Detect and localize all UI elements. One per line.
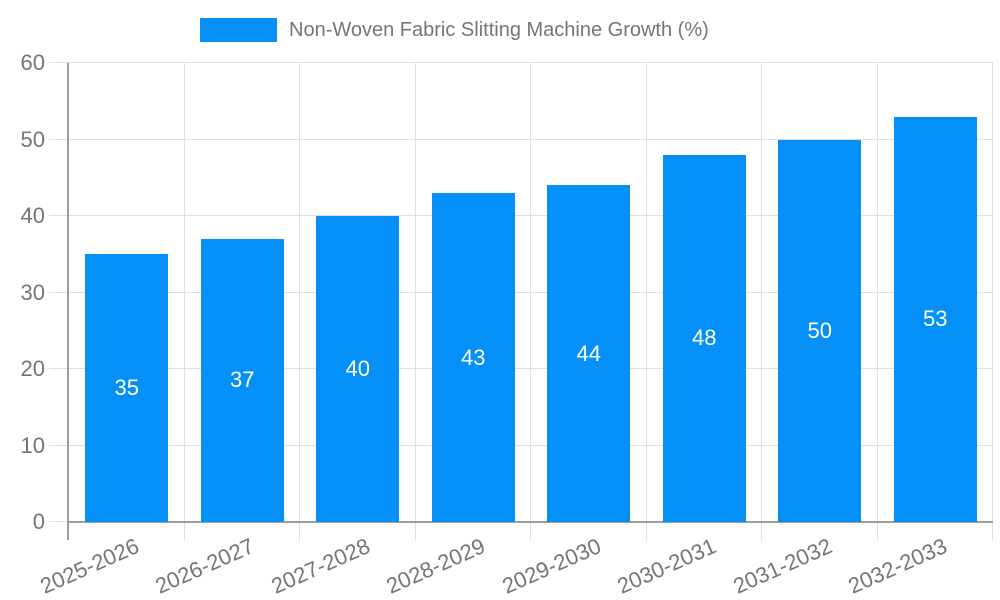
gridline-vertical (299, 63, 300, 522)
bar-2029-2030[interactable]: 44 (547, 185, 631, 522)
bar-value-label: 44 (576, 340, 601, 366)
bar-2025-2026[interactable]: 35 (85, 254, 169, 522)
y-tick-mark (49, 368, 69, 369)
y-axis-tick-label: 40 (20, 203, 45, 228)
y-axis-line (67, 63, 69, 540)
y-tick-mark (49, 444, 69, 446)
legend[interactable]: Non-Woven Fabric Slitting Machine Growth… (200, 18, 709, 42)
x-axis-line (69, 521, 993, 523)
gridline-horizontal (69, 444, 993, 446)
legend-label: Non-Woven Fabric Slitting Machine Growth… (289, 18, 709, 41)
gridline-horizontal (69, 368, 993, 369)
bar-value-label: 35 (114, 375, 139, 401)
gridline-vertical (183, 63, 185, 522)
x-tick-mark (299, 523, 300, 541)
x-tick-mark (761, 523, 762, 541)
x-tick-mark (414, 523, 416, 541)
y-axis-tick-label: 10 (20, 432, 45, 458)
x-tick-mark (992, 523, 993, 541)
bar-2031-2032[interactable]: 50 (778, 139, 862, 522)
x-tick-mark (530, 523, 531, 541)
gridline-horizontal (69, 62, 993, 63)
gridline-vertical (414, 63, 416, 522)
bar-value-label: 43 (461, 344, 486, 370)
x-tick-mark (876, 523, 878, 541)
y-tick-mark (49, 521, 69, 522)
y-axis-tick-label: 60 (20, 50, 45, 75)
bar-value-label: 48 (692, 325, 717, 351)
bar-value-label: 50 (807, 317, 832, 343)
bar-value-label: 40 (345, 356, 370, 381)
gridline-vertical (992, 63, 993, 522)
bar-value-label: 37 (230, 367, 255, 393)
gridline-vertical (761, 63, 762, 522)
gridline-vertical (876, 63, 878, 522)
y-axis-tick-label: 20 (20, 356, 45, 381)
bar-2028-2029[interactable]: 43 (431, 193, 515, 522)
y-tick-mark (49, 215, 69, 216)
y-axis-tick-label: 30 (20, 279, 45, 305)
y-axis-tick-label: 0 (32, 509, 45, 534)
y-axis-tick-label: 50 (20, 126, 45, 152)
y-tick-mark (49, 62, 69, 63)
y-tick-mark (49, 291, 69, 293)
gridline-horizontal (69, 215, 993, 216)
gridline-vertical (645, 63, 647, 522)
bar-2027-2028[interactable]: 40 (316, 216, 400, 522)
x-tick-mark (183, 523, 185, 541)
x-tick-mark (645, 523, 647, 541)
bar-value-label: 53 (923, 306, 948, 332)
gridline-horizontal (69, 291, 993, 293)
y-tick-mark (49, 138, 69, 140)
legend-swatch-icon (200, 18, 277, 42)
gridline-vertical (530, 63, 531, 522)
bar-2026-2027[interactable]: 37 (200, 238, 284, 522)
bar-2032-2033[interactable]: 53 (893, 116, 977, 522)
gridline-horizontal (69, 138, 993, 140)
bar-2030-2031[interactable]: 48 (662, 154, 746, 522)
